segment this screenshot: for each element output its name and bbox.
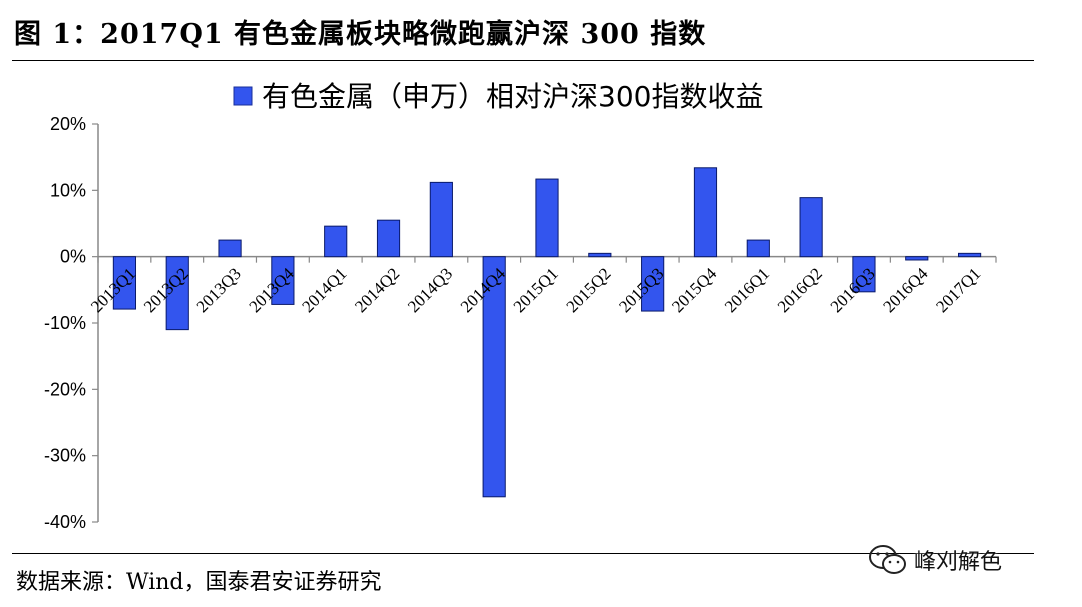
bar bbox=[588, 252, 612, 258]
bar bbox=[429, 181, 453, 258]
y-tick-label: 10% bbox=[50, 180, 86, 200]
bar bbox=[905, 256, 929, 261]
bottom-rule bbox=[12, 553, 1034, 554]
bar bbox=[957, 252, 982, 258]
bar bbox=[641, 256, 665, 312]
bar bbox=[324, 225, 348, 258]
bar bbox=[218, 239, 242, 258]
y-tick-label: -10% bbox=[44, 313, 86, 333]
y-tick-label: 20% bbox=[50, 114, 86, 134]
top-rule bbox=[12, 60, 1034, 61]
figure-title: 图 1：2017Q1 有色金属板块略微跑赢沪深 300 指数 bbox=[14, 19, 707, 50]
x-category-label: 2014Q1 bbox=[298, 264, 350, 316]
bar bbox=[112, 256, 137, 310]
source-note: 数据来源：Wind，国泰君安证券研究 bbox=[16, 570, 382, 595]
y-tick-label: 0% bbox=[60, 247, 86, 267]
bars bbox=[112, 167, 982, 498]
wechat-icon bbox=[869, 545, 906, 574]
bar bbox=[693, 167, 718, 258]
bar bbox=[376, 219, 401, 258]
y-tick-label: -20% bbox=[44, 379, 86, 399]
x-category-label: 2017Q1 bbox=[932, 264, 984, 316]
y-tick-label: -30% bbox=[44, 446, 86, 466]
bar bbox=[271, 256, 295, 305]
y-tick-label: -40% bbox=[44, 512, 86, 532]
watermark-text: 峰刈解色 bbox=[914, 550, 1003, 575]
bar bbox=[482, 256, 506, 498]
x-category-label: 2015Q2 bbox=[562, 264, 614, 316]
watermark: 峰刈解色 bbox=[868, 540, 1002, 580]
x-category-label: 2013Q3 bbox=[193, 264, 245, 316]
x-category-label: 2014Q2 bbox=[351, 264, 403, 316]
bar bbox=[852, 256, 876, 293]
bar bbox=[746, 239, 770, 258]
x-category-label: 2015Q4 bbox=[668, 264, 721, 317]
legend-label: 有色金属（申万）相对沪深300指数收益 bbox=[262, 80, 763, 113]
bar bbox=[799, 197, 823, 258]
bar bbox=[535, 178, 559, 258]
x-axis-categories: 2013Q1 2013Q2 2013Q3 2013Q4 2014Q1 2014Q2 2014… bbox=[87, 264, 984, 317]
x-category-label: 2016Q1 bbox=[721, 264, 773, 316]
y-axis-ticks: 20% 10% 0% -10% -20% -30% -40% bbox=[44, 114, 98, 532]
x-category-label: 2014Q3 bbox=[404, 264, 456, 316]
x-category-label: 2016Q2 bbox=[774, 264, 826, 316]
bar bbox=[165, 256, 189, 331]
x-category-label: 2016Q4 bbox=[879, 264, 932, 317]
chart-legend: 有色金属（申万）相对沪深300指数收益 bbox=[233, 80, 763, 113]
legend-swatch bbox=[233, 86, 253, 106]
x-category-label: 2015Q1 bbox=[510, 264, 562, 316]
